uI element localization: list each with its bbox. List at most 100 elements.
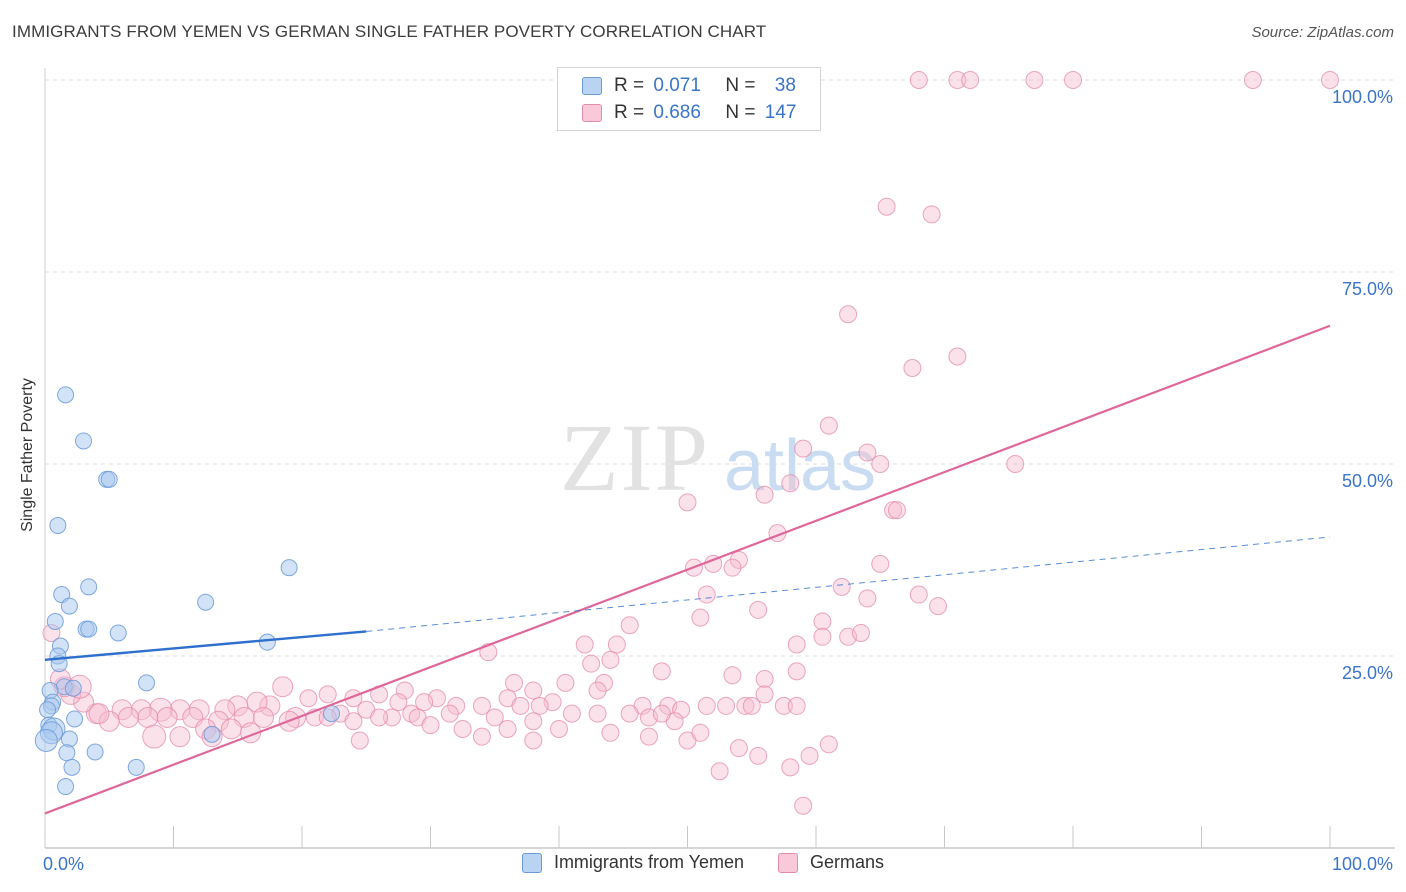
germans-point bbox=[524, 712, 543, 731]
germans-point bbox=[749, 746, 768, 765]
germans-point bbox=[948, 347, 967, 366]
germans-point bbox=[601, 650, 620, 669]
germans-point bbox=[299, 689, 318, 708]
germans-point bbox=[169, 699, 191, 721]
germans-point bbox=[498, 719, 517, 738]
yemen-point bbox=[127, 758, 145, 776]
germans-point bbox=[813, 627, 832, 646]
y-tick-label: 100.0% bbox=[1332, 87, 1393, 107]
germans-point bbox=[832, 577, 851, 596]
germans-point bbox=[781, 474, 800, 493]
germans-point bbox=[729, 739, 748, 758]
germans-point bbox=[697, 585, 716, 604]
germans-point bbox=[556, 673, 575, 692]
germans-point bbox=[961, 71, 980, 89]
germans-point bbox=[350, 731, 369, 750]
germans-point bbox=[524, 731, 543, 750]
x-tick-label-left: 0.0% bbox=[43, 854, 84, 874]
germans-point bbox=[524, 681, 543, 700]
germans-trend-line bbox=[44, 324, 1331, 815]
yemen-point bbox=[100, 470, 118, 488]
germans-point bbox=[794, 796, 813, 815]
germans-point bbox=[909, 585, 928, 604]
legend-n-label: N = bbox=[725, 102, 756, 123]
germans-point bbox=[839, 305, 858, 324]
yemen-point bbox=[138, 674, 156, 692]
germans-point bbox=[858, 589, 877, 608]
germans-point bbox=[813, 612, 832, 631]
source-label: Source: ZipAtlas.com bbox=[1251, 24, 1394, 41]
yemen-point bbox=[66, 710, 84, 728]
germans-point bbox=[137, 706, 159, 728]
legend-label-germans: Germans bbox=[810, 852, 885, 872]
legend-r-label: R = bbox=[614, 75, 645, 96]
yemen-point bbox=[46, 612, 64, 630]
germans-point bbox=[344, 712, 363, 731]
germans-point bbox=[421, 716, 440, 735]
germans-point bbox=[672, 700, 691, 719]
germans-point bbox=[415, 693, 434, 712]
yemen-point bbox=[323, 705, 341, 723]
germans-point bbox=[1321, 71, 1339, 89]
germans-point bbox=[678, 493, 697, 512]
germans-point bbox=[736, 696, 755, 715]
legend-n-value: 147 bbox=[764, 102, 797, 123]
germans-points bbox=[42, 71, 1339, 815]
germans-point bbox=[755, 685, 774, 704]
yemen-point bbox=[86, 743, 104, 761]
germans-point bbox=[755, 485, 774, 504]
legend-swatch-germans bbox=[582, 104, 602, 122]
germans-point bbox=[220, 718, 242, 740]
legend-r-value: 0.686 bbox=[653, 102, 701, 123]
germans-point bbox=[851, 623, 870, 642]
germans-point bbox=[472, 696, 491, 715]
germans-point bbox=[717, 696, 736, 715]
germans-point bbox=[819, 416, 838, 435]
germans-point bbox=[903, 359, 922, 377]
chart-title: IMMIGRANTS FROM YEMEN VS GERMAN SINGLE F… bbox=[12, 22, 767, 41]
germans-point bbox=[1243, 71, 1262, 89]
germans-point bbox=[447, 696, 466, 715]
germans-point bbox=[858, 443, 877, 462]
germans-point bbox=[929, 597, 948, 616]
legend-swatch-yemen bbox=[582, 77, 602, 95]
watermark-atlas: atlas bbox=[724, 426, 876, 506]
yemen-point bbox=[49, 516, 67, 534]
germans-point bbox=[505, 673, 524, 692]
germans-point bbox=[781, 758, 800, 777]
germans-point bbox=[723, 558, 742, 577]
yemen-point bbox=[63, 758, 81, 776]
yemen-point bbox=[58, 744, 76, 762]
yemen-point bbox=[258, 633, 276, 651]
legend-label-yemen: Immigrants from Yemen bbox=[553, 852, 745, 872]
germans-point bbox=[511, 696, 530, 715]
germans-point bbox=[742, 696, 761, 715]
legend-r-label: R = bbox=[614, 102, 645, 123]
germans-point bbox=[652, 662, 671, 681]
germans-point bbox=[887, 501, 906, 520]
germans-point bbox=[582, 654, 601, 673]
germans-point bbox=[1064, 71, 1082, 89]
germans-point bbox=[652, 704, 671, 723]
germans-point bbox=[691, 608, 710, 627]
germans-point bbox=[252, 706, 274, 728]
germans-point bbox=[562, 704, 581, 723]
yemen-point bbox=[80, 578, 98, 596]
germans-point bbox=[73, 691, 95, 713]
germans-point bbox=[472, 727, 491, 746]
germans-point bbox=[98, 710, 120, 732]
germans-point bbox=[594, 673, 613, 692]
germans-point bbox=[318, 685, 337, 704]
yemen-point bbox=[64, 679, 82, 697]
germans-point bbox=[370, 708, 389, 727]
legend-n-label: N = bbox=[725, 75, 756, 96]
yemen-trend-extension bbox=[366, 536, 1331, 632]
yemen-point bbox=[60, 730, 78, 748]
watermark-zip: ZIP bbox=[560, 404, 710, 511]
germans-point bbox=[774, 696, 793, 715]
yemen-point bbox=[34, 728, 58, 752]
germans-point bbox=[88, 703, 110, 725]
germans-point bbox=[453, 719, 472, 738]
germans-point bbox=[909, 71, 928, 89]
